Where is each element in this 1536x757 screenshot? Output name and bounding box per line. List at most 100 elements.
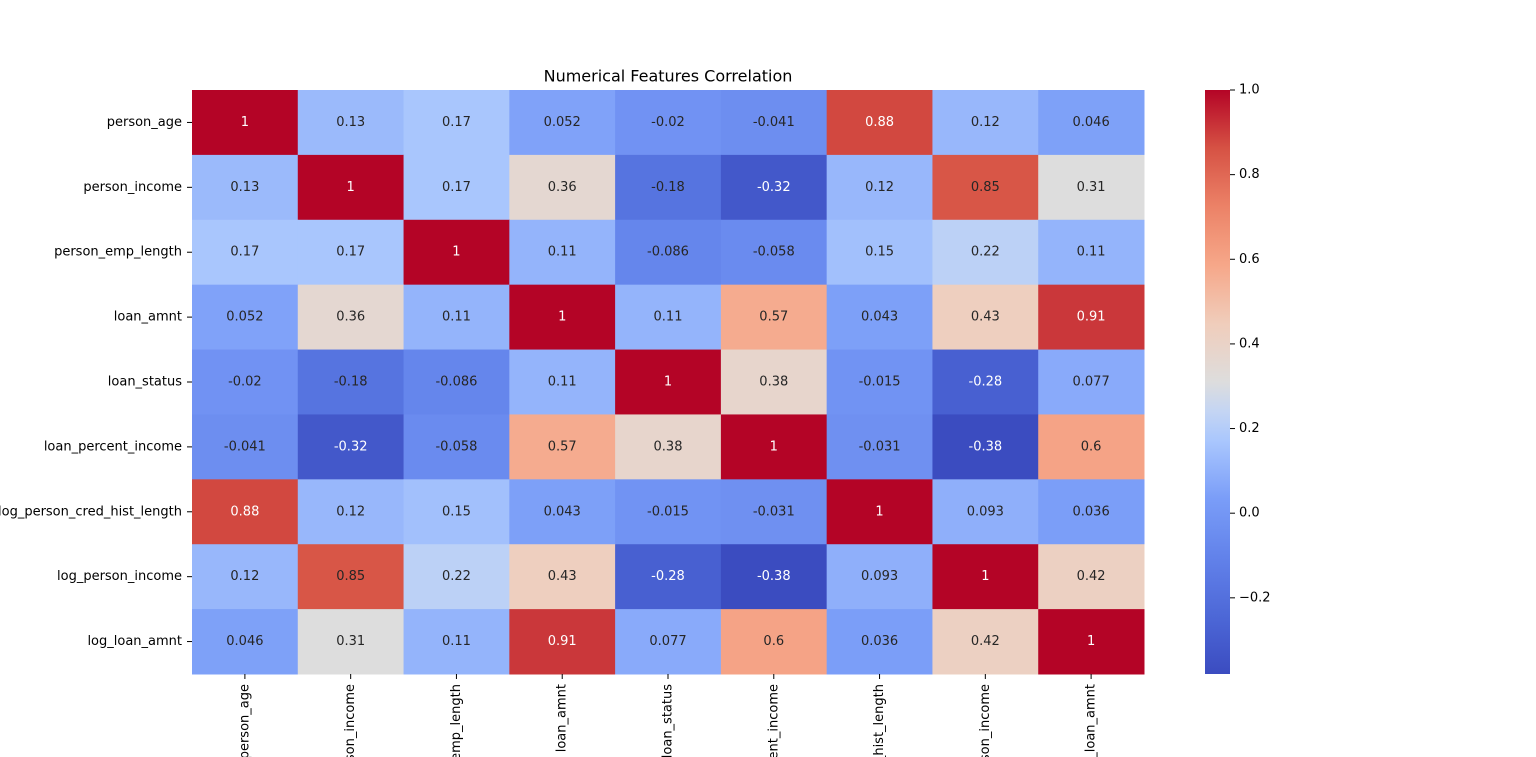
cell bbox=[297, 154, 405, 221]
y-tick-label: person_income bbox=[83, 180, 182, 195]
colorbar-tick-label: 0.2 bbox=[1239, 421, 1260, 436]
cell-label: 1 bbox=[558, 310, 566, 325]
cell bbox=[192, 219, 299, 286]
cell-label: 0.036 bbox=[861, 634, 898, 649]
cell bbox=[1038, 544, 1145, 610]
cell-label: -0.38 bbox=[757, 569, 791, 584]
y-tick-label: loan_status bbox=[108, 375, 182, 390]
cell-label: 1 bbox=[241, 115, 249, 130]
cell bbox=[509, 479, 616, 545]
colorbar-tick-label: 0.0 bbox=[1239, 506, 1260, 521]
cell bbox=[826, 544, 933, 610]
cell-label: -0.28 bbox=[651, 569, 685, 584]
cell-label: 0.36 bbox=[548, 180, 577, 195]
cell bbox=[509, 219, 616, 286]
cell-label: 0.22 bbox=[442, 569, 471, 584]
cell-label: -0.041 bbox=[224, 439, 266, 454]
cell bbox=[720, 544, 828, 610]
cell-label: 0.42 bbox=[971, 634, 1000, 649]
cell-label: -0.086 bbox=[435, 375, 477, 390]
cell-label: 0.15 bbox=[442, 504, 471, 519]
cell bbox=[297, 609, 405, 675]
cell-label: 0.046 bbox=[1073, 115, 1110, 130]
cell-label: -0.058 bbox=[753, 245, 795, 260]
cell-label: 0.093 bbox=[861, 569, 898, 584]
cell bbox=[826, 609, 933, 675]
cell bbox=[826, 219, 933, 286]
cell bbox=[403, 479, 510, 545]
cell bbox=[826, 90, 933, 156]
cell-label: 0.57 bbox=[548, 439, 577, 454]
cell bbox=[297, 544, 405, 610]
cell-label: 0.11 bbox=[442, 310, 471, 325]
y-tick-label: log_person_cred_hist_length bbox=[0, 504, 182, 519]
cell-label: 0.36 bbox=[336, 310, 365, 325]
cell bbox=[932, 414, 1039, 480]
cell-label: 1 bbox=[664, 375, 672, 390]
cell-label: 0.85 bbox=[336, 569, 365, 584]
cell-label: 0.11 bbox=[442, 634, 471, 649]
cell bbox=[509, 349, 616, 415]
cell-label: 0.22 bbox=[971, 245, 1000, 260]
cell-label: 0.6 bbox=[1081, 439, 1102, 454]
cell bbox=[826, 414, 933, 480]
cell bbox=[403, 219, 510, 286]
cell bbox=[403, 544, 510, 610]
x-tick-label: person_age bbox=[237, 684, 252, 757]
cell-label: -0.031 bbox=[859, 439, 901, 454]
cell bbox=[615, 90, 722, 156]
cell bbox=[297, 349, 405, 415]
cell-label: 0.12 bbox=[336, 504, 365, 519]
cell bbox=[192, 90, 299, 156]
colorbar-tick-label: −0.2 bbox=[1239, 590, 1271, 605]
cell bbox=[509, 90, 616, 156]
y-tick-label: log_loan_amnt bbox=[87, 634, 182, 649]
cell bbox=[192, 154, 299, 221]
cell bbox=[192, 544, 299, 610]
cell-label: 0.6 bbox=[763, 634, 784, 649]
colorbar-tick-label: 0.4 bbox=[1239, 336, 1260, 351]
cell-label: -0.02 bbox=[651, 115, 685, 130]
cell bbox=[297, 414, 405, 480]
cell-label: 0.42 bbox=[1077, 569, 1106, 584]
cell bbox=[932, 349, 1039, 415]
cell-label: 0.11 bbox=[654, 310, 683, 325]
cell-label: -0.02 bbox=[228, 375, 262, 390]
cell-label: 0.052 bbox=[226, 310, 263, 325]
cell-label: 0.077 bbox=[649, 634, 686, 649]
x-tick-label: loan_amnt bbox=[555, 684, 570, 752]
chart-title: Numerical Features Correlation bbox=[544, 67, 793, 86]
cell bbox=[1038, 479, 1145, 545]
cell bbox=[826, 154, 933, 221]
cell-label: 0.31 bbox=[1077, 180, 1106, 195]
cell bbox=[403, 349, 510, 415]
cell bbox=[615, 284, 722, 351]
cell-label: 0.036 bbox=[1073, 504, 1110, 519]
cell bbox=[615, 414, 722, 480]
cell-label: 1 bbox=[347, 180, 355, 195]
cell bbox=[615, 349, 722, 415]
x-tick-label: log_person_income bbox=[978, 684, 993, 757]
cell bbox=[403, 609, 510, 675]
y-tick-label: loan_percent_income bbox=[44, 439, 182, 454]
cell bbox=[720, 284, 828, 351]
cell-label: -0.031 bbox=[753, 504, 795, 519]
cell bbox=[192, 349, 299, 415]
cell-label: -0.32 bbox=[334, 439, 368, 454]
cell bbox=[403, 154, 510, 221]
cell bbox=[1038, 90, 1145, 156]
cell-label: 0.38 bbox=[759, 375, 788, 390]
cell-label: 0.38 bbox=[654, 439, 683, 454]
cell-label: -0.32 bbox=[757, 180, 791, 195]
cell bbox=[509, 284, 616, 351]
cell-label: 0.093 bbox=[967, 504, 1004, 519]
cell-label: -0.041 bbox=[753, 115, 795, 130]
cell-label: -0.38 bbox=[969, 439, 1003, 454]
cell bbox=[1038, 219, 1145, 286]
cell bbox=[297, 90, 405, 156]
y-tick-label: log_person_income bbox=[57, 569, 182, 584]
colorbar bbox=[1205, 90, 1230, 674]
cell-label: 0.11 bbox=[548, 375, 577, 390]
cell bbox=[1038, 349, 1145, 415]
x-tick-label: log_loan_amnt bbox=[1084, 684, 1099, 757]
